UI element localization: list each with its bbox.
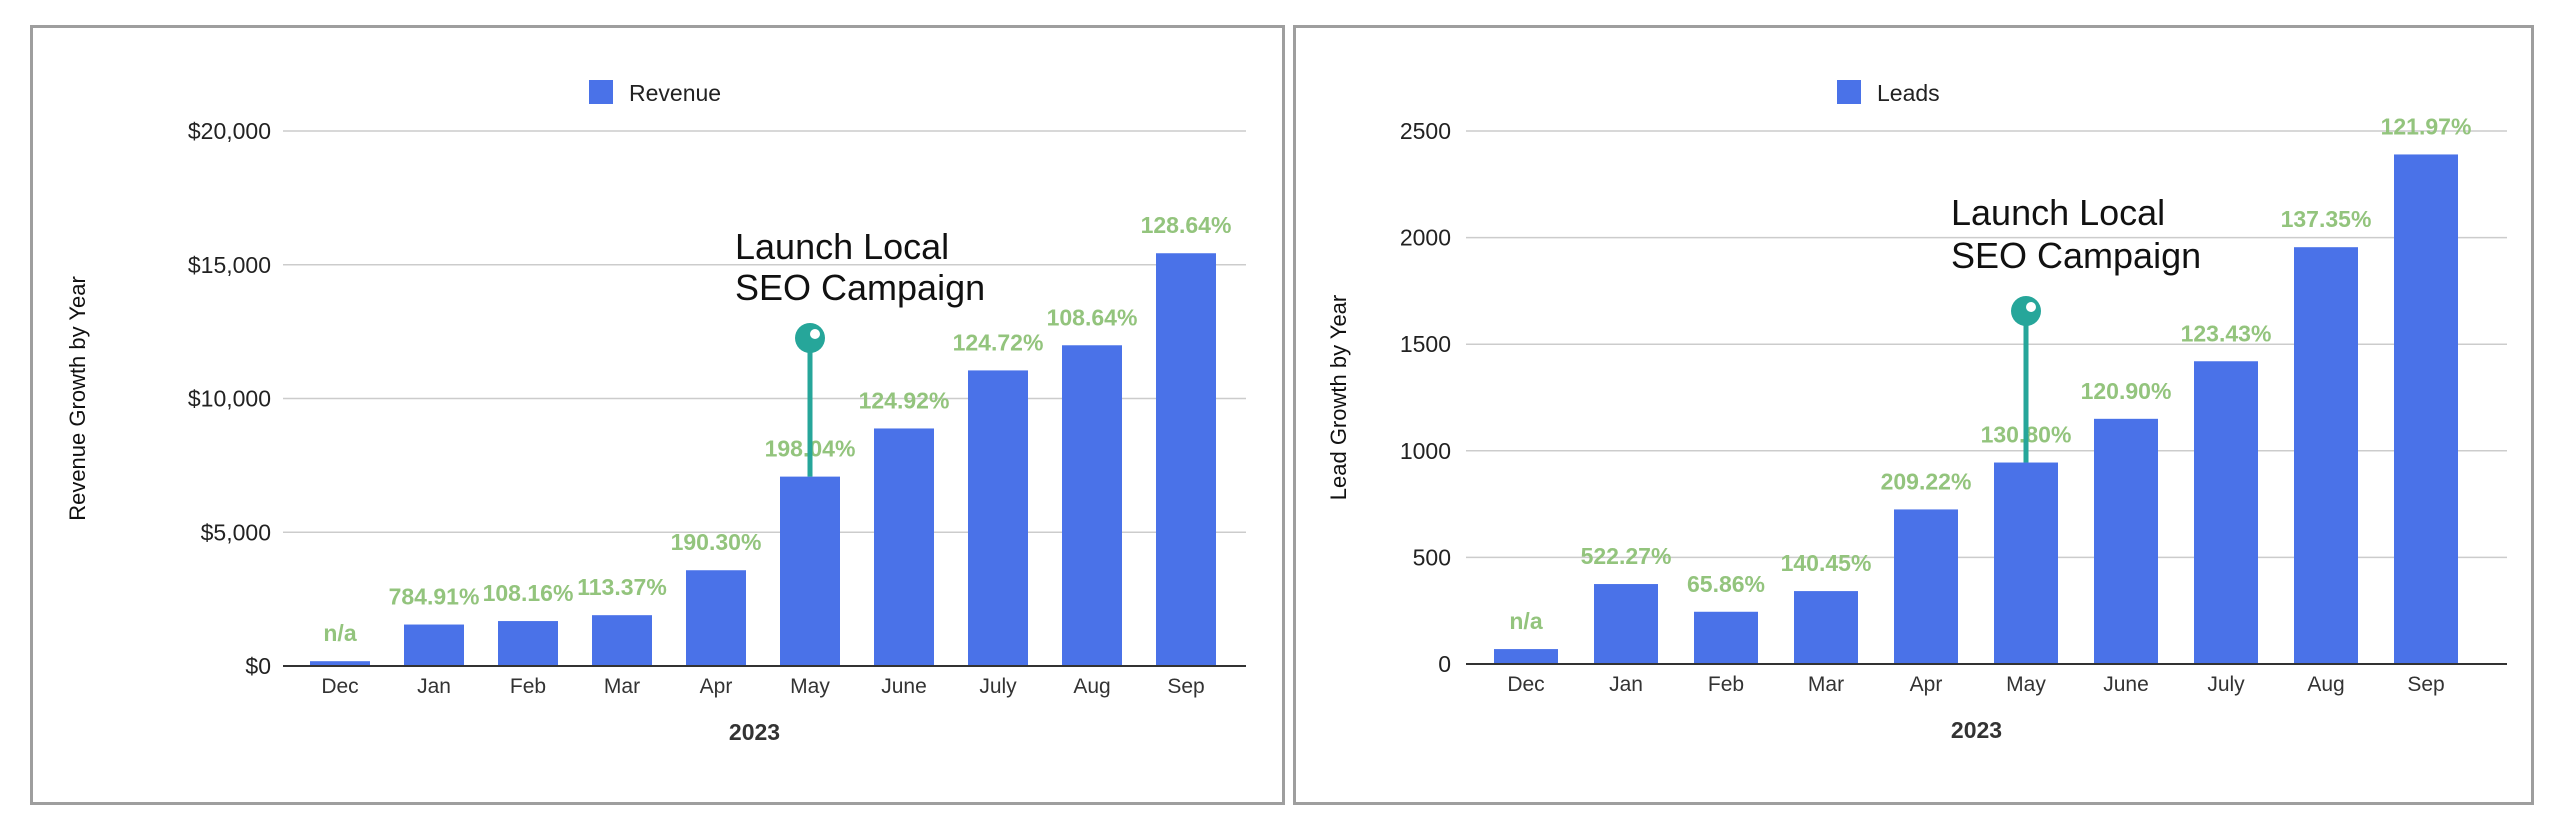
- annotation-dot-highlight: [2026, 302, 2036, 312]
- bar-may: [780, 476, 840, 666]
- x-tick-label: Sep: [2407, 673, 2444, 696]
- bar-aug: [1062, 345, 1122, 666]
- bar-july: [968, 370, 1028, 666]
- data-label: 123.43%: [2181, 320, 2272, 346]
- x-tick-label: May: [790, 675, 830, 698]
- x-tick-label: Apr: [700, 675, 733, 698]
- annotation-text: Launch Local: [735, 226, 949, 267]
- annotation-text: SEO Campaign: [1951, 235, 2201, 276]
- legend-swatch: [589, 80, 613, 104]
- y-tick-label: $20,000: [188, 118, 271, 144]
- revenue-chart: $0 $5,000 $10,000 $15,000 $20,000 Dec Jan Feb Ma…: [65, 80, 1246, 745]
- data-label: 190.30%: [671, 529, 762, 555]
- x-tick-label: July: [979, 675, 1017, 698]
- bar-june: [2094, 418, 2158, 664]
- data-label: 65.86%: [1687, 571, 1765, 597]
- x-tick-label: Jan: [417, 675, 451, 698]
- bar-feb: [498, 621, 558, 666]
- data-label: 522.27%: [1581, 543, 1672, 569]
- bar-dec: [1494, 649, 1558, 664]
- bar-mar: [592, 615, 652, 666]
- bar-feb: [1694, 611, 1758, 664]
- y-tick-label: 1500: [1400, 331, 1451, 357]
- legend-label: Leads: [1877, 80, 1940, 106]
- data-label: 108.64%: [1047, 304, 1138, 330]
- bar-may: [1994, 462, 2058, 664]
- legend-swatch: [1837, 80, 1861, 104]
- x-tick-label: Dec: [321, 675, 358, 698]
- x-tick-label: July: [2207, 673, 2245, 696]
- bar-apr: [1894, 509, 1958, 664]
- x-tick-label: Feb: [510, 675, 546, 698]
- bar-jan: [404, 624, 464, 666]
- annotation-text: SEO Campaign: [735, 267, 985, 308]
- data-label: 140.45%: [1781, 550, 1872, 576]
- data-label: 137.35%: [2281, 206, 2372, 232]
- bar-mar: [1794, 591, 1858, 664]
- x-axis-title: 2023: [729, 719, 780, 745]
- revenue-chart-panel: $0 $5,000 $10,000 $15,000 $20,000 Dec Jan Feb Ma…: [30, 25, 1285, 805]
- annotation-text: Launch Local: [1951, 192, 2165, 233]
- y-tick-label: 2000: [1400, 225, 1451, 251]
- y-tick-label: 0: [1438, 651, 1451, 677]
- x-tick-label: Mar: [604, 675, 640, 698]
- x-axis-title: 2023: [1951, 717, 2002, 743]
- data-label: 124.92%: [859, 387, 950, 413]
- y-tick-label: 1000: [1400, 438, 1451, 464]
- y-tick-label: $10,000: [188, 386, 271, 412]
- x-tick-label: Aug: [2307, 673, 2344, 696]
- x-tick-label: Mar: [1808, 673, 1844, 696]
- y-axis-title: Lead Growth by Year: [1326, 295, 1351, 500]
- bar-sep: [1156, 253, 1216, 666]
- annotation-dot: [2011, 296, 2041, 326]
- data-label: 784.91%: [389, 584, 480, 610]
- data-label: 121.97%: [2381, 113, 2472, 139]
- x-tick-label: Feb: [1708, 673, 1744, 696]
- data-label: 128.64%: [1141, 212, 1232, 238]
- bar-july: [2194, 361, 2258, 664]
- bar-aug: [2294, 247, 2358, 664]
- data-label: 120.90%: [2081, 378, 2172, 404]
- data-label: 108.16%: [483, 580, 574, 606]
- bar-jan: [1594, 584, 1658, 664]
- y-tick-label: $15,000: [188, 252, 271, 278]
- y-tick-label: 2500: [1400, 118, 1451, 144]
- y-tick-label: 500: [1413, 544, 1451, 570]
- data-label: 209.22%: [1881, 468, 1972, 494]
- y-tick-label: $0: [245, 653, 271, 679]
- x-tick-label: June: [881, 675, 927, 698]
- data-label: n/a: [1509, 608, 1542, 634]
- leads-chart-panel: 0 500 1000 1500 2000 2500 Dec Jan Feb Mar Apr May Ju…: [1293, 25, 2534, 805]
- y-tick-label: $5,000: [201, 519, 271, 545]
- legend-label: Revenue: [629, 80, 721, 106]
- x-tick-label: Apr: [1910, 673, 1943, 696]
- x-tick-label: May: [2006, 673, 2046, 696]
- annotation-dot: [795, 323, 825, 353]
- bar-dec: [310, 661, 370, 666]
- x-tick-label: Aug: [1073, 675, 1110, 698]
- bar-sep: [2394, 154, 2458, 664]
- data-label: 124.72%: [953, 329, 1044, 355]
- data-label: n/a: [323, 620, 356, 646]
- x-tick-label: Sep: [1167, 675, 1204, 698]
- leads-chart: 0 500 1000 1500 2000 2500 Dec Jan Feb Mar Apr May Ju…: [1326, 80, 2507, 743]
- bar-apr: [686, 570, 746, 666]
- bar-june: [874, 428, 934, 666]
- x-tick-label: Dec: [1507, 673, 1544, 696]
- x-tick-label: June: [2103, 673, 2149, 696]
- x-tick-label: Jan: [1609, 673, 1643, 696]
- annotation-dot-highlight: [810, 329, 820, 339]
- data-label: 113.37%: [577, 574, 667, 600]
- y-axis-title: Revenue Growth by Year: [65, 276, 90, 521]
